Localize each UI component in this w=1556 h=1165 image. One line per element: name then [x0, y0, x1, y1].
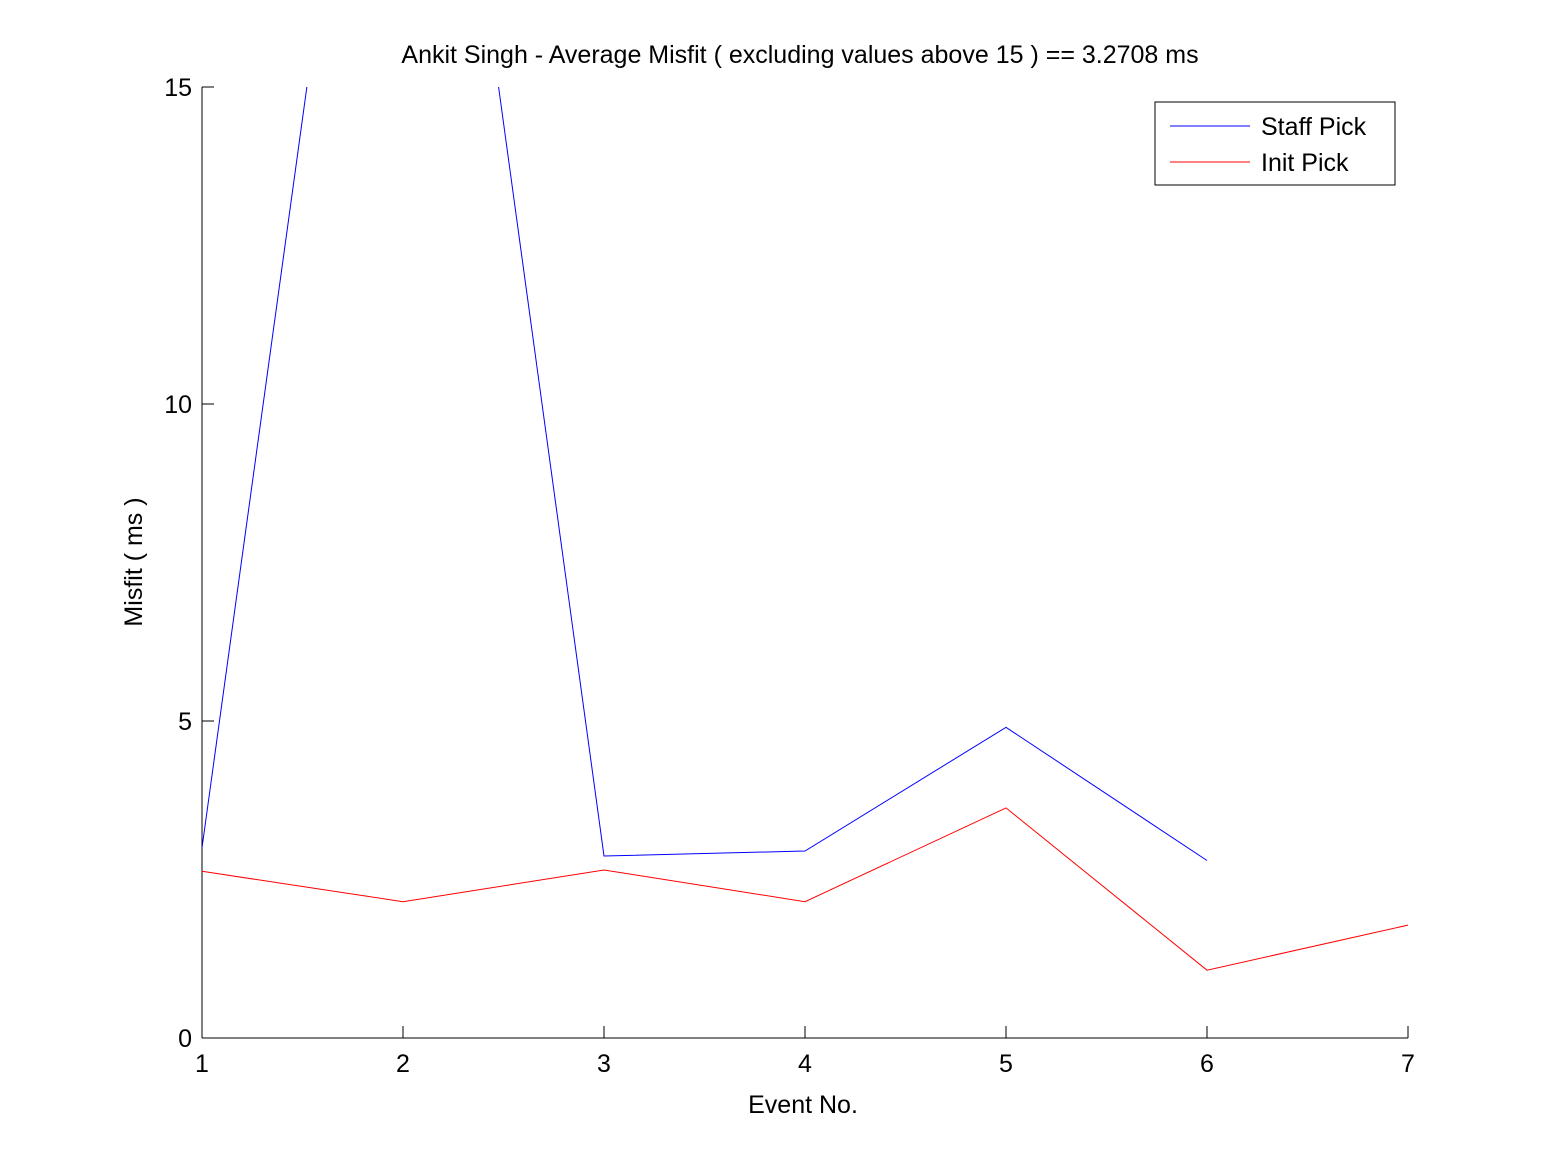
legend-box	[1154, 101, 1396, 186]
x-axis-label: Event No.	[748, 1091, 858, 1119]
x-tick-label: 4	[798, 1050, 812, 1078]
legend: Staff Pick Init Pick	[1154, 101, 1396, 186]
series-line-staff-pick	[202, 87, 1208, 861]
x-tick-label: 3	[597, 1050, 611, 1078]
x-axis-ticks: 1 2 3 4 5 6 7	[195, 1026, 1415, 1078]
y-axis-label: Misfit ( ms )	[120, 497, 148, 626]
series-line-init-pick	[202, 807, 1408, 971]
y-tick-label: 10	[164, 391, 192, 419]
x-tick-label: 7	[1401, 1050, 1415, 1078]
x-tick-label: 6	[1200, 1050, 1214, 1078]
series-lines	[202, 87, 1408, 971]
y-tick-label: 15	[164, 74, 192, 102]
x-tick-label: 5	[999, 1050, 1013, 1078]
x-tick-label: 1	[195, 1050, 209, 1078]
chart-title: Ankit Singh - Average Misfit ( excluding…	[401, 41, 1198, 69]
legend-label: Staff Pick	[1261, 113, 1367, 141]
y-tick-label: 0	[178, 1025, 192, 1053]
x-tick-label: 2	[396, 1050, 410, 1078]
y-tick-label: 5	[178, 708, 192, 736]
legend-label: Init Pick	[1261, 149, 1349, 177]
y-axis-ticks: 0 5 10 15	[164, 74, 214, 1053]
